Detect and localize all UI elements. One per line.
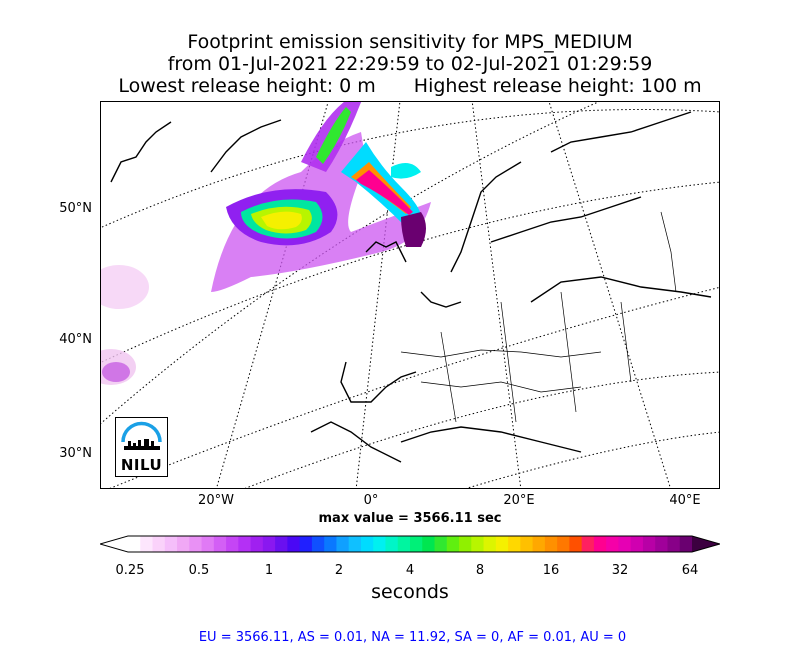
colorbar-swatch [483,536,497,552]
colorbar-swatch [618,536,632,552]
colorbar-swatch [287,536,301,552]
title-line-2: from 01-Jul-2021 22:29:59 to 02-Jul-2021… [167,53,653,75]
colorbar-swatch [360,536,374,552]
colorbar-swatch [410,536,423,552]
lon-label-40e: 40°E [669,493,701,508]
colorbar-swatch [311,536,325,552]
lat-label-40n: 40°N [59,332,92,347]
colorbar-tick: 0.5 [188,563,210,578]
lowest-release-height: Lowest release height: 0 m [118,75,376,97]
colorbar-swatch [189,536,203,552]
colorbar-swatch [324,536,337,552]
colorbar-swatch [446,536,460,552]
colorbar-swatch [557,536,570,552]
colorbar-swatch [495,536,509,552]
title-line-3: Lowest release height: 0 m Highest releas… [0,75,800,97]
colorbar-swatch [299,536,313,552]
lat-label-50n: 50°N [59,201,92,216]
colorbar-under-arrow [100,536,128,552]
colorbar-swatch [128,536,141,552]
colorbar-swatch [177,536,190,552]
colorbar-outline [100,535,720,553]
sensitivity-plume [101,102,431,385]
colorbar-tick: 4 [405,563,415,578]
colorbar-units: seconds [371,581,449,603]
map-canvas [101,102,719,488]
nilu-logo-text: NILU [120,456,163,474]
graticule [101,102,719,488]
map-panel [100,101,720,489]
colorbar-swatch [250,536,264,552]
nilu-logo: NILU [115,417,168,477]
borders [400,211,677,423]
colorbar-swatch [520,536,534,552]
colorbar-swatch [642,536,656,552]
colorbar-tick: 1 [264,563,274,578]
lon-label-20w: 20°W [198,493,234,508]
colorbar-swatch [459,536,472,552]
colorbar-swatch [385,536,399,552]
colorbar-swatch [606,536,619,552]
colorbar-swatch [434,536,448,552]
nilu-logo-graphic [121,421,162,450]
colorbar-tick: 0.25 [115,563,145,578]
lon-label-0: 0° [363,493,379,508]
colorbar-swatch [581,536,595,552]
colorbar-swatch [348,536,362,552]
colorbar-tick: 64 [681,563,699,578]
colorbar-swatch [630,536,644,552]
colorbar [100,535,720,553]
colorbar-swatch [201,536,215,552]
colorbar-over-arrow [692,536,720,552]
colorbar-swatch [336,536,350,552]
colorbar-swatch [164,536,178,552]
region-stats: EU = 3566.11, AS = 0.01, NA = 11.92, SA … [198,630,627,645]
colorbar-swatch [471,536,485,552]
max-value: max value = 3566.11 sec [318,511,502,526]
colorbar-swatch [140,536,154,552]
colorbar-swatch [238,536,252,552]
title-line-1: Footprint emission sensitivity for MPS_M… [187,31,633,53]
colorbar-swatch [667,536,681,552]
lat-label-30n: 30°N [59,446,92,461]
colorbar-swatch [569,536,583,552]
colorbar-swatch [544,536,558,552]
colorbar-tick: 2 [334,563,344,578]
lon-label-20e: 20°E [503,493,535,508]
coastlines [110,111,712,463]
colorbar-swatch [422,536,436,552]
colorbar-swatch [152,536,166,552]
colorbar-swatch [679,536,693,552]
highest-release-height: Highest release height: 100 m [413,75,702,97]
colorbar-swatch [397,536,411,552]
colorbar-swatch [593,536,607,552]
colorbar-tick: 8 [475,563,485,578]
colorbar-swatch [213,536,227,552]
colorbar-swatch [508,536,521,552]
colorbar-swatch [373,536,386,552]
colorbar-tick: 32 [611,563,629,578]
colorbar-swatch [655,536,668,552]
colorbar-swatch [226,536,239,552]
colorbar-tick: 16 [542,563,560,578]
colorbar-swatch [275,536,288,552]
colorbar-swatch [262,536,276,552]
colorbar-swatch [532,536,546,552]
